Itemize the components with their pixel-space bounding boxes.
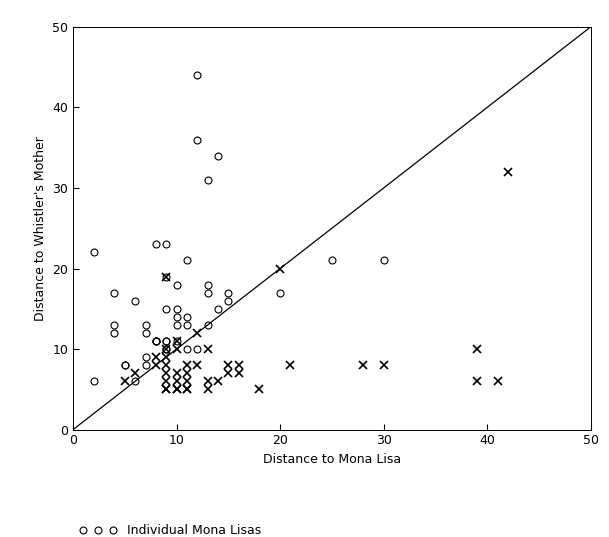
Legend: Individual Mona Lisas, Individual Whistler's Mothers, Threshold: Individual Mona Lisas, Individual Whistl… <box>79 525 308 537</box>
X-axis label: Distance to Mona Lisa: Distance to Mona Lisa <box>263 453 401 466</box>
Y-axis label: Distance to Whistler's Mother: Distance to Whistler's Mother <box>33 136 47 321</box>
